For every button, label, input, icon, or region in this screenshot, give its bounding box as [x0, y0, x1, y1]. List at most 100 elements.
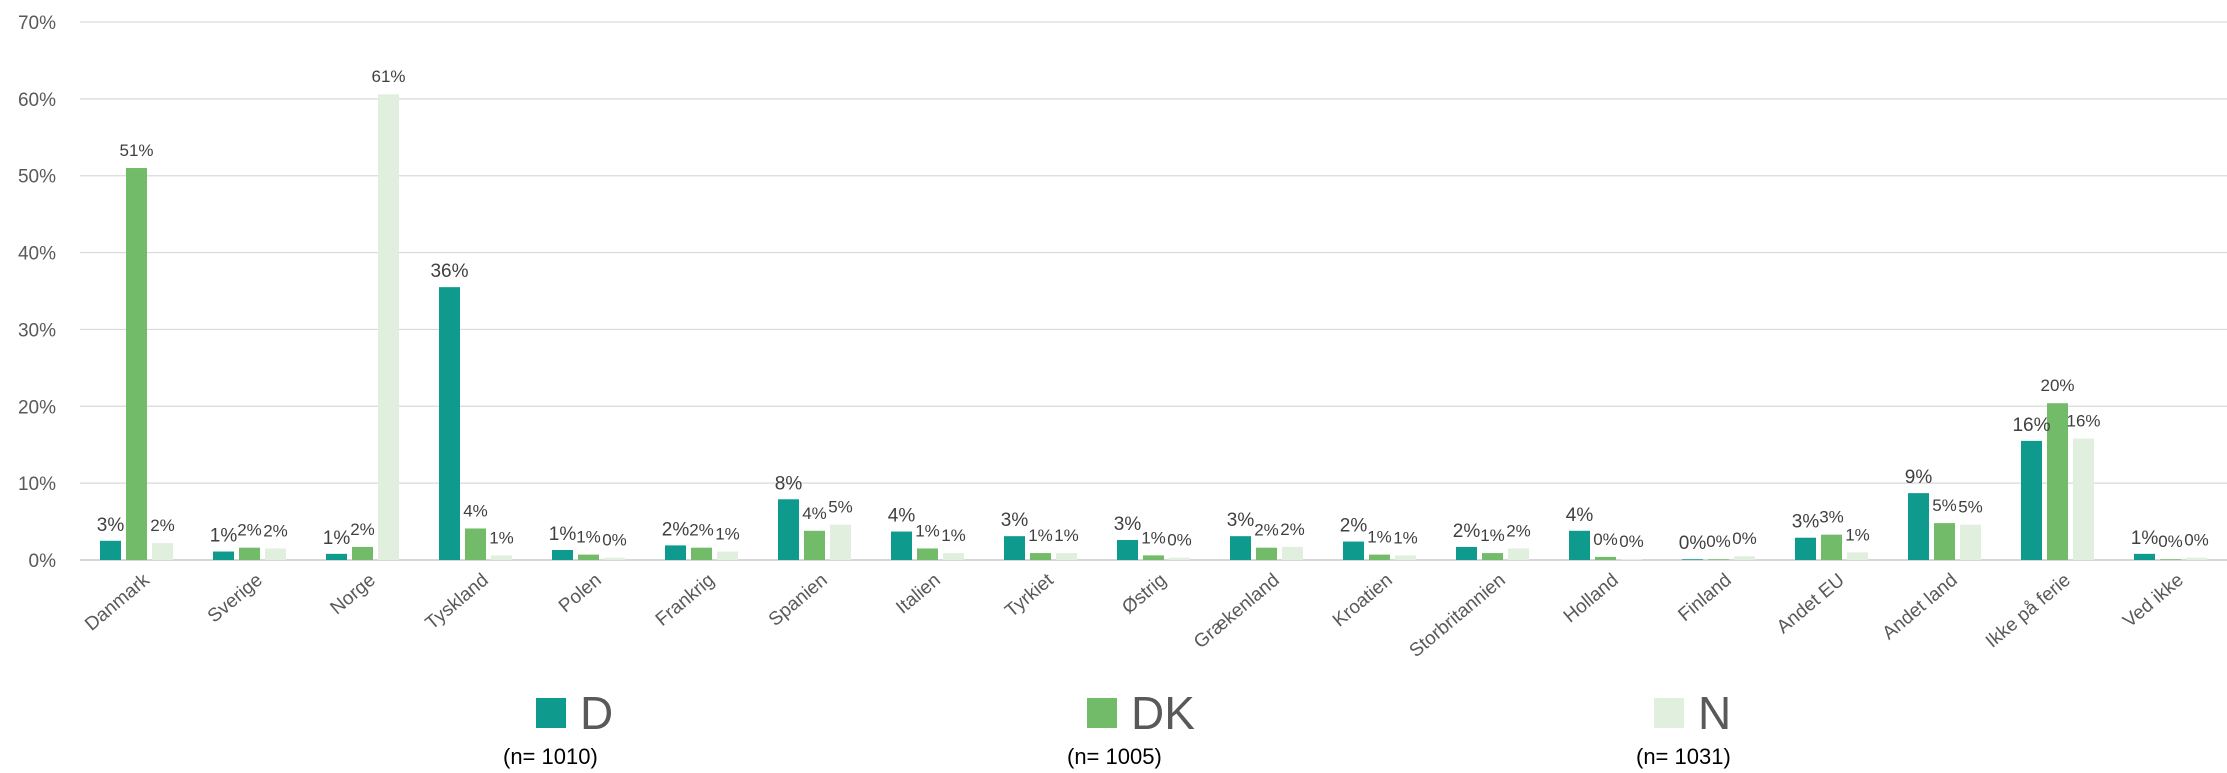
x-tick-label: Andet EU	[1773, 570, 1849, 638]
x-tick-label: Østrig	[1118, 570, 1170, 619]
data-label-d-2: 1%	[323, 528, 351, 549]
data-label-d-8: 3%	[1001, 510, 1029, 531]
bar-n-7	[943, 553, 964, 560]
y-tick-label: 20%	[18, 397, 56, 418]
data-label-n-8: 1%	[1054, 526, 1079, 545]
data-label-d-12: 2%	[1453, 521, 1481, 542]
x-tick-label: Frankrig	[652, 570, 719, 631]
bar-n-2	[378, 94, 399, 560]
bar-dk-0	[126, 168, 147, 560]
bars	[100, 94, 2207, 560]
data-label-n-17: 16%	[2066, 412, 2100, 431]
bar-dk-6	[804, 530, 825, 560]
data-label-n-9: 0%	[1167, 531, 1192, 550]
data-label-dk-8: 1%	[1028, 526, 1053, 545]
legend-item-dk: DK	[1087, 690, 1195, 736]
bar-d-8	[1004, 536, 1025, 560]
bar-dk-10	[1256, 547, 1277, 560]
data-label-dk-7: 1%	[915, 521, 940, 540]
x-tick-label: Tyrkiet	[1001, 569, 1058, 622]
bar-d-11	[1343, 541, 1364, 560]
bar-n-10	[1282, 546, 1303, 560]
legend-swatch-d	[536, 698, 566, 728]
bar-d-13	[1569, 530, 1590, 560]
data-label-dk-3: 4%	[463, 501, 488, 520]
data-label-dk-0: 51%	[119, 141, 153, 160]
bar-n-8	[1056, 553, 1077, 560]
data-label-n-6: 5%	[828, 498, 853, 517]
data-labels: 3%51%2% 1% 2% 2% 1% 2%61%36%4%1% 1% 1% 0% 2% 2% 1%8…	[97, 67, 2209, 554]
data-label-n-0: 2%	[150, 516, 175, 535]
x-axis-ticks: Danmark Sverige Norge Tyskland Polen Frankrig…	[81, 569, 2188, 662]
data-label-d-9: 3%	[1114, 514, 1142, 535]
bar-n-12	[1508, 548, 1529, 560]
data-label-d-11: 2%	[1340, 516, 1368, 537]
data-label-n-3: 1%	[489, 528, 514, 547]
x-tick-label: Grækenland	[1190, 570, 1284, 653]
bar-chart: 0%10%20%30%40%50%60%70% 3%51%2% 1% 2% 2% 1% 2…	[18, 13, 2227, 662]
data-label-dk-18: 0%	[2158, 532, 2183, 551]
data-label-d-7: 4%	[888, 506, 916, 527]
data-label-d-3: 36%	[430, 261, 468, 282]
x-tick-label: Ikke på ferie	[1982, 570, 2075, 653]
legend-item-n: N	[1654, 690, 1731, 736]
data-label-dk-10: 2%	[1254, 521, 1279, 540]
x-tick-label: Kroatien	[1329, 570, 1397, 632]
data-label-dk-5: 2%	[689, 521, 714, 540]
bar-dk-5	[691, 547, 712, 560]
y-tick-label: 10%	[18, 474, 56, 495]
bar-dk-11	[1369, 554, 1390, 560]
legend-label-d: D	[580, 687, 614, 739]
data-label-n-10: 2%	[1280, 520, 1305, 539]
data-label-d-0: 3%	[97, 515, 125, 536]
data-label-dk-11: 1%	[1367, 528, 1392, 547]
data-label-d-15: 3%	[1792, 512, 1820, 533]
bar-d-0	[100, 540, 121, 560]
x-tick-label: Storbritannien	[1406, 570, 1510, 662]
x-tick-label: Polen	[555, 570, 606, 617]
x-tick-label: Holland	[1560, 570, 1623, 628]
x-tick-label: Andet land	[1879, 570, 1962, 644]
bar-d-18	[2134, 553, 2155, 560]
bar-n-18	[2186, 557, 2207, 560]
bar-n-17	[2073, 438, 2094, 560]
bar-d-9	[1117, 540, 1138, 560]
bar-dk-1	[239, 547, 260, 560]
bar-dk-4	[578, 554, 599, 560]
legend-note-d: (n= 1010)	[503, 744, 598, 769]
legend-item-d: D	[536, 690, 613, 736]
x-tick-label: Tyskland	[422, 570, 493, 634]
bar-d-16	[1908, 493, 1929, 560]
legend-swatch-n	[1654, 698, 1684, 728]
data-label-d-6: 8%	[775, 473, 803, 494]
bar-d-15	[1795, 537, 1816, 560]
data-label-d-5: 2%	[662, 519, 690, 540]
data-label-dk-9: 1%	[1141, 528, 1166, 547]
data-label-d-16: 9%	[1905, 467, 1933, 488]
gridlines	[80, 21, 2227, 561]
bar-dk-9	[1143, 555, 1164, 560]
legend-label-n: N	[1698, 687, 1732, 739]
data-label-dk-12: 1%	[1480, 526, 1505, 545]
data-label-n-1: 2%	[263, 521, 288, 540]
data-label-dk-17: 20%	[2040, 376, 2074, 395]
x-tick-label: Norge	[327, 570, 380, 619]
bar-dk-2	[352, 546, 373, 560]
data-label-n-2: 61%	[371, 67, 405, 86]
bar-d-4	[552, 550, 573, 560]
bar-d-10	[1230, 536, 1251, 560]
data-label-dk-2: 2%	[350, 520, 375, 539]
data-label-n-13: 0%	[1619, 532, 1644, 551]
x-tick-label: Finland	[1674, 570, 1735, 626]
bar-n-11	[1395, 555, 1416, 560]
data-label-n-7: 1%	[941, 526, 966, 545]
bar-d-5	[665, 545, 686, 560]
bar-d-6	[778, 499, 799, 560]
data-label-n-18: 0%	[2184, 531, 2209, 550]
bar-d-7	[891, 531, 912, 560]
data-label-d-10: 3%	[1227, 510, 1255, 531]
y-tick-label: 60%	[18, 90, 56, 111]
bar-dk-3	[465, 528, 486, 560]
y-tick-label: 40%	[18, 244, 56, 265]
data-label-n-5: 1%	[715, 525, 740, 544]
